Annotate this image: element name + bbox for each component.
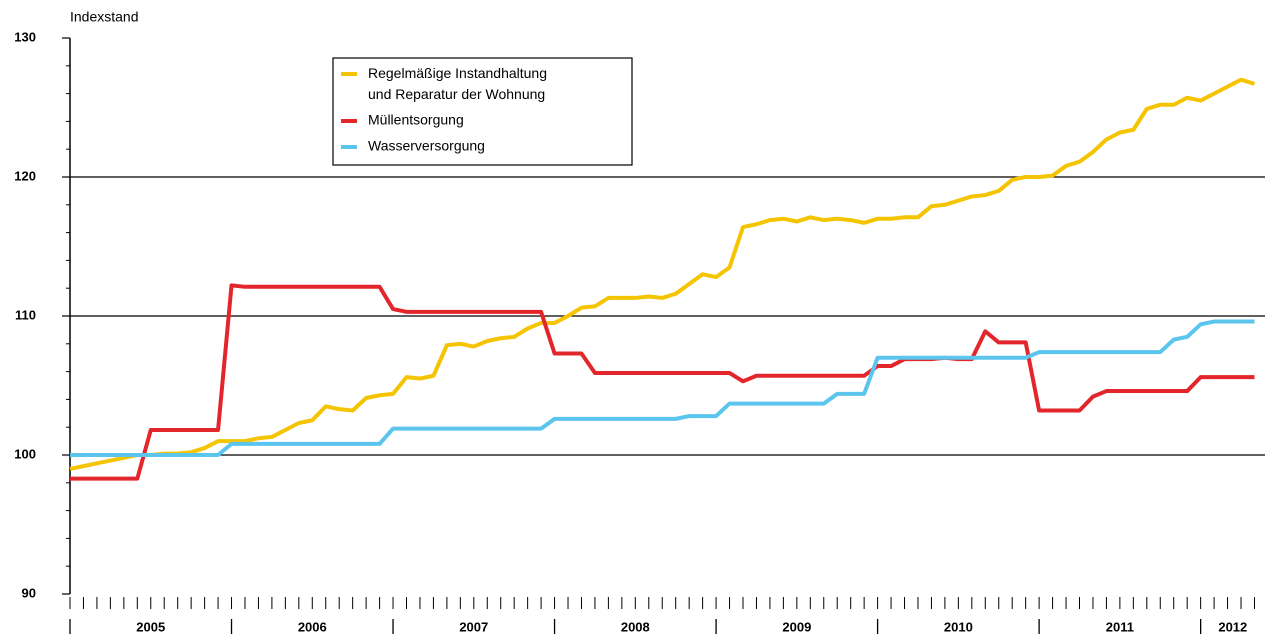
x-year-label: 2007 xyxy=(459,619,488,634)
line-series xyxy=(69,77,1256,471)
legend-label: Regelmäßige Instandhaltung und Reparatur … xyxy=(368,65,547,102)
line-series xyxy=(70,319,1255,457)
x-year-label: 2009 xyxy=(782,619,811,634)
legend-label: Müllentsorgung xyxy=(368,112,464,128)
legend-label: Wasserversorgung xyxy=(368,138,485,154)
legend-box xyxy=(332,57,633,166)
y-axis-label: Indexstand xyxy=(70,9,139,25)
x-year-label: 2008 xyxy=(621,619,650,634)
y-tick-label: 90 xyxy=(22,585,36,600)
y-tick-label: 110 xyxy=(15,307,36,322)
y-tick-label: 120 xyxy=(14,168,36,183)
y-tick-label: 100 xyxy=(14,446,36,461)
x-year-label: 2006 xyxy=(298,619,327,634)
x-year-label: 2012 xyxy=(1218,619,1247,634)
line-series xyxy=(70,283,1255,481)
y-tick-label: 130 xyxy=(14,29,36,44)
x-year-label: 2005 xyxy=(136,619,165,634)
x-year-label: 2010 xyxy=(944,619,973,634)
x-year-label: 2011 xyxy=(1106,619,1134,634)
